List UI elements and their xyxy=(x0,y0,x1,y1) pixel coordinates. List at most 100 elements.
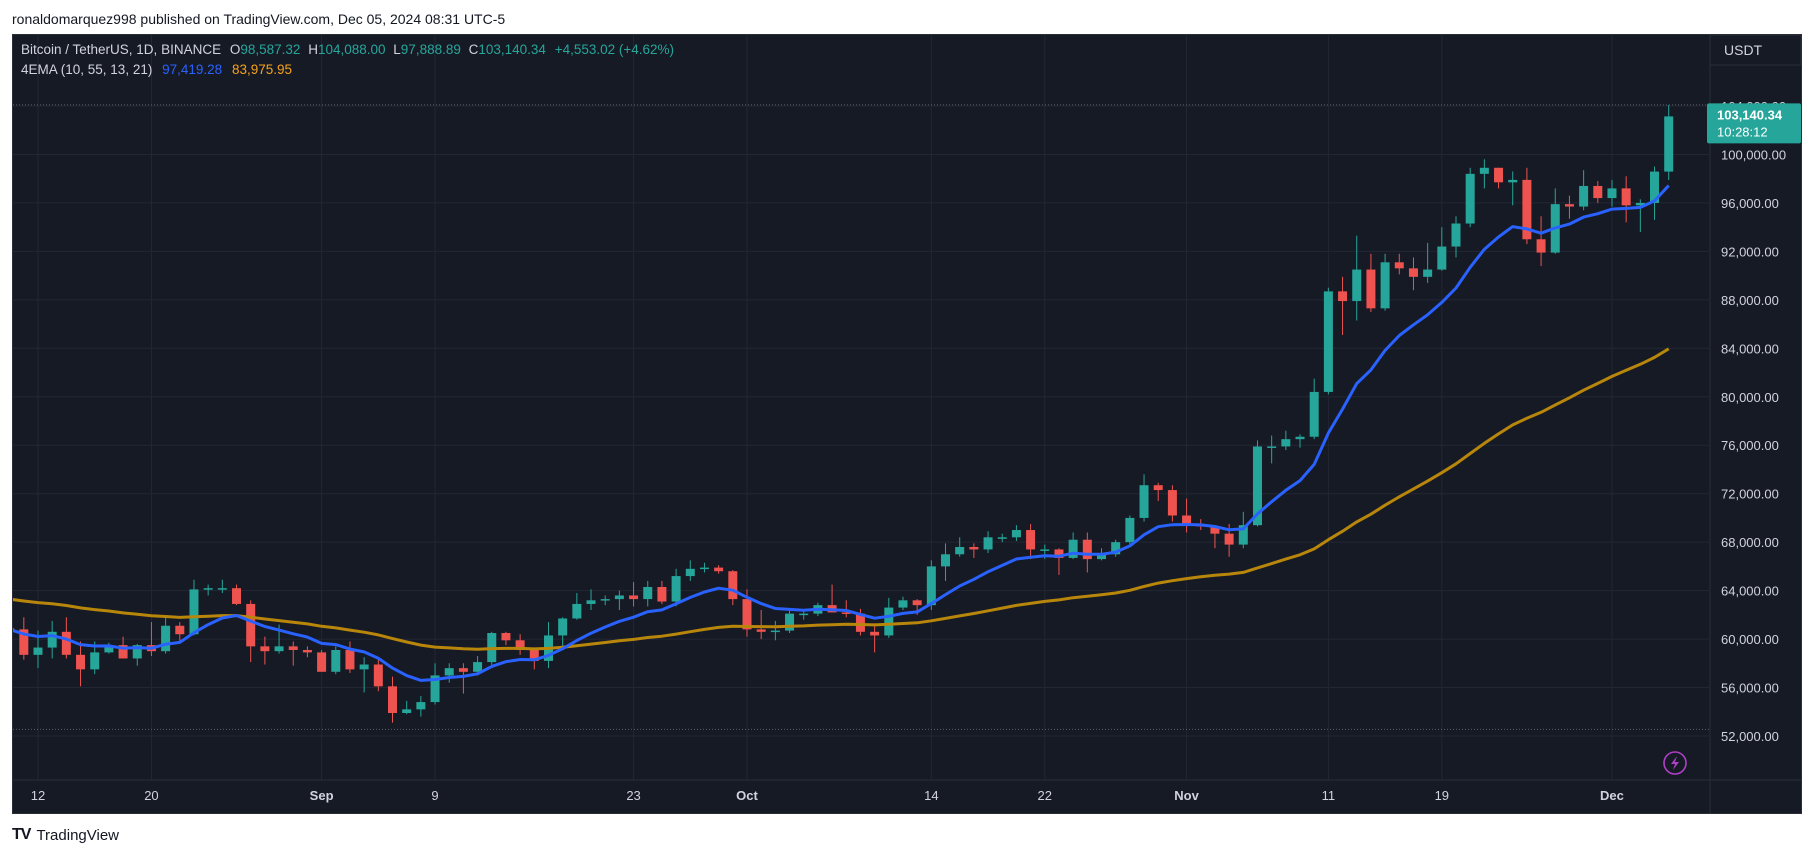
candle[interactable] xyxy=(1635,199,1645,232)
candle[interactable] xyxy=(1479,159,1489,189)
lightning-icon[interactable] xyxy=(1663,751,1687,775)
candle[interactable] xyxy=(416,696,426,717)
candle[interactable] xyxy=(1593,181,1603,203)
candle[interactable] xyxy=(1153,482,1163,501)
candle[interactable] xyxy=(657,580,667,604)
candle[interactable] xyxy=(217,579,227,594)
candle[interactable] xyxy=(246,600,256,663)
candle[interactable] xyxy=(1607,179,1617,207)
candle[interactable] xyxy=(161,617,171,654)
candle[interactable] xyxy=(572,593,582,620)
candle[interactable] xyxy=(302,646,312,658)
candle[interactable] xyxy=(104,642,114,654)
candle[interactable] xyxy=(600,595,610,606)
currency-button-bg[interactable] xyxy=(1709,35,1801,66)
candle[interactable] xyxy=(714,565,724,574)
candle[interactable] xyxy=(1579,170,1589,211)
candle[interactable] xyxy=(359,657,369,693)
candle[interactable] xyxy=(1139,474,1149,522)
candle[interactable] xyxy=(997,533,1007,543)
candle[interactable] xyxy=(1338,276,1348,335)
candle[interactable] xyxy=(260,636,270,665)
candle[interactable] xyxy=(501,631,511,646)
candle[interactable] xyxy=(288,641,298,666)
candle[interactable] xyxy=(614,590,624,610)
candle[interactable] xyxy=(1522,167,1532,245)
candle[interactable] xyxy=(189,579,199,636)
candle[interactable] xyxy=(345,641,355,674)
candle[interactable] xyxy=(685,560,695,581)
candle[interactable] xyxy=(983,531,993,554)
candle[interactable] xyxy=(1281,430,1291,451)
candle[interactable] xyxy=(1210,525,1220,549)
candle[interactable] xyxy=(728,570,738,606)
candle[interactable] xyxy=(1621,176,1631,223)
candle[interactable] xyxy=(1082,532,1092,573)
candle[interactable] xyxy=(770,620,780,641)
candle[interactable] xyxy=(898,596,908,610)
candle[interactable] xyxy=(373,659,383,692)
candle[interactable] xyxy=(232,584,242,606)
candle[interactable] xyxy=(1054,548,1064,575)
candle[interactable] xyxy=(926,560,936,610)
candle[interactable] xyxy=(1026,523,1036,560)
candle[interactable] xyxy=(1564,195,1574,219)
candle[interactable] xyxy=(969,543,979,558)
candle[interactable] xyxy=(515,634,525,655)
candle[interactable] xyxy=(175,622,185,642)
candle[interactable] xyxy=(13,621,15,636)
candlestick-chart[interactable]: 52,000.00 56,000.00 60,000.00 64,000.00 68,0… xyxy=(13,35,1801,813)
candle[interactable] xyxy=(643,580,653,607)
candle[interactable] xyxy=(388,676,397,723)
candle[interactable] xyxy=(430,663,440,705)
candle[interactable] xyxy=(1437,227,1447,271)
candle[interactable] xyxy=(1465,167,1475,228)
candle[interactable] xyxy=(1366,253,1376,312)
candle[interactable] xyxy=(1182,498,1192,533)
candle[interactable] xyxy=(1267,435,1277,464)
footer-brand[interactable]: TV TradingView xyxy=(12,826,119,844)
candle[interactable] xyxy=(1494,167,1504,189)
candle[interactable] xyxy=(558,617,568,649)
candle[interactable] xyxy=(1508,171,1518,206)
candle[interactable] xyxy=(1111,539,1121,557)
candle[interactable] xyxy=(458,663,468,694)
legend-indicator[interactable]: 4EMA (10, 55, 13, 21) 97,419.28 83,975.9… xyxy=(21,62,292,77)
candle[interactable] xyxy=(1380,253,1390,311)
candle[interactable] xyxy=(955,537,965,557)
candle[interactable] xyxy=(19,617,29,660)
candle[interactable] xyxy=(870,623,880,653)
candle[interactable] xyxy=(543,622,553,669)
candle[interactable] xyxy=(1309,378,1319,440)
candle[interactable] xyxy=(756,610,766,640)
candle[interactable] xyxy=(402,700,412,715)
candle[interactable] xyxy=(586,589,596,610)
candle[interactable] xyxy=(1352,235,1362,321)
candle[interactable] xyxy=(1323,287,1333,395)
candle[interactable] xyxy=(1550,188,1560,254)
candle[interactable] xyxy=(1451,216,1461,258)
candle[interactable] xyxy=(1664,104,1674,181)
candle[interactable] xyxy=(671,568,681,607)
candle[interactable] xyxy=(331,646,341,675)
candle[interactable] xyxy=(47,620,57,659)
candle[interactable] xyxy=(1536,216,1546,266)
candle[interactable] xyxy=(884,597,894,638)
candle[interactable] xyxy=(841,600,851,618)
candle[interactable] xyxy=(629,582,639,607)
candle[interactable] xyxy=(1167,485,1177,522)
candle[interactable] xyxy=(444,663,454,683)
candle[interactable] xyxy=(941,543,951,581)
candle[interactable] xyxy=(1394,253,1404,275)
currency-button[interactable]: USDT xyxy=(1724,42,1763,58)
candle[interactable] xyxy=(1125,515,1135,548)
candle[interactable] xyxy=(317,649,327,672)
candle[interactable] xyxy=(1408,257,1418,291)
candle[interactable] xyxy=(785,608,795,634)
candle[interactable] xyxy=(1011,525,1021,541)
candle[interactable] xyxy=(76,641,86,687)
candle[interactable] xyxy=(1295,434,1305,448)
candle[interactable] xyxy=(203,584,213,596)
candle[interactable] xyxy=(699,562,709,573)
candle[interactable] xyxy=(1650,166,1660,220)
